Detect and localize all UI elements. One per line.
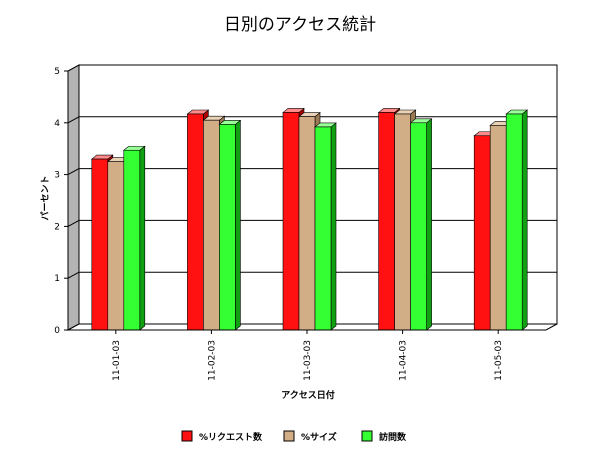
gridline-wall [67,271,80,279]
legend-item: 訪問数 [361,430,407,443]
left-wall [67,64,80,331]
bar-front [298,116,316,331]
legend-item: %リクエスト数 [181,430,263,443]
bar [218,119,242,331]
legend-swatch [283,430,295,442]
bar-front [314,126,332,331]
x-tick-label: 11-03-03 [303,340,313,381]
bar [122,145,146,331]
y-tick-label: 3 [54,171,60,181]
bar-front [505,113,523,331]
bar-front [378,112,395,331]
bar-front [107,161,125,331]
bar-front [219,124,236,331]
bar-front [489,125,507,331]
x-tick-label: 11-05-03 [494,340,504,381]
bar-side [330,122,337,331]
x-tick-label: 11-01-03 [112,340,122,381]
bar-side [139,145,146,331]
legend-label: %サイズ [301,431,337,443]
chart-title: 日別のアクセス統計 [224,15,376,35]
bars-group [90,107,529,331]
legend-label: %リクエスト数 [199,431,263,443]
bar-side [235,119,241,331]
y-tick-label: 0 [54,326,60,336]
bar-side [426,118,432,331]
legend-label: 訪問数 [379,431,407,443]
y-axis-label: パーセント [39,175,51,220]
bar-front [394,113,411,331]
x-tick-label: 11-02-03 [207,340,217,381]
gridline-wall [67,116,80,124]
bar-front [91,158,109,331]
bar-front [203,119,220,331]
gridline-wall [67,219,80,227]
y-tick-label: 1 [54,274,60,284]
bar-front [187,113,204,331]
ticks-group: 0 1 2 3 4 5 11-01-03 11-02-03 11-03-03 11-04-03 11… [54,67,546,381]
y-tick-label: 4 [54,119,60,129]
bar [505,109,529,331]
gridline-wall [67,168,80,176]
legend-item: %サイズ [283,430,337,443]
bar-front [473,135,491,331]
bar-side [521,109,528,331]
legend: %リクエスト数 %サイズ 訪問数 [181,430,407,443]
legend-swatch [361,430,373,442]
x-tick-label: 11-04-03 [399,340,409,381]
bar-front [123,149,141,331]
x-axis-label: アクセス日付 [281,389,335,401]
bar [314,122,337,331]
y-tick-label: 2 [54,222,60,232]
legend-swatch [181,430,193,442]
bar [409,118,433,331]
y-tick-label: 5 [54,67,60,77]
bar-front [282,112,300,331]
bar-front [410,122,427,331]
